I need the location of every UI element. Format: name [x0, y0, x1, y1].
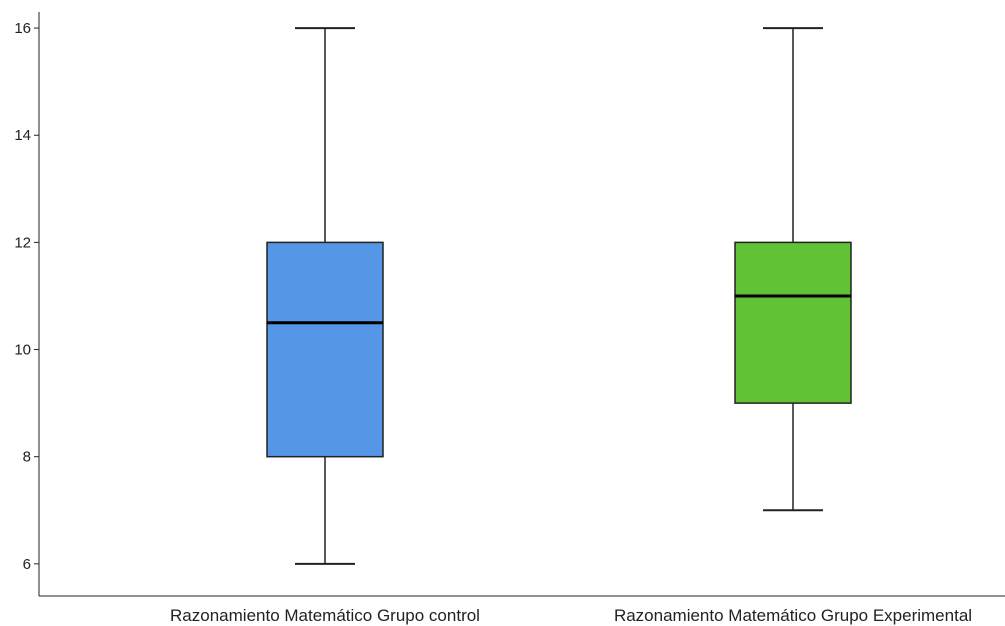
- iqr-box: [734, 241, 852, 404]
- box-series: [266, 27, 852, 565]
- box-1: [734, 27, 852, 512]
- x-category-label: Razonamiento Matemático Grupo Experiment…: [614, 606, 972, 625]
- x-axis: Razonamiento Matemático Grupo control Raz…: [39, 595, 1005, 625]
- y-tick-label: 12: [14, 234, 31, 251]
- y-tick-label: 16: [14, 20, 31, 37]
- y-tick-label: 14: [14, 127, 31, 144]
- box-0: [266, 27, 384, 565]
- x-category-label: Razonamiento Matemático Grupo control: [170, 606, 480, 625]
- y-tick-label: 10: [14, 342, 31, 359]
- y-tick-label: 6: [23, 556, 31, 573]
- y-axis: 6 8 10 12 14 16: [14, 12, 40, 596]
- y-tick-label: 8: [23, 449, 31, 466]
- iqr-box: [266, 241, 384, 458]
